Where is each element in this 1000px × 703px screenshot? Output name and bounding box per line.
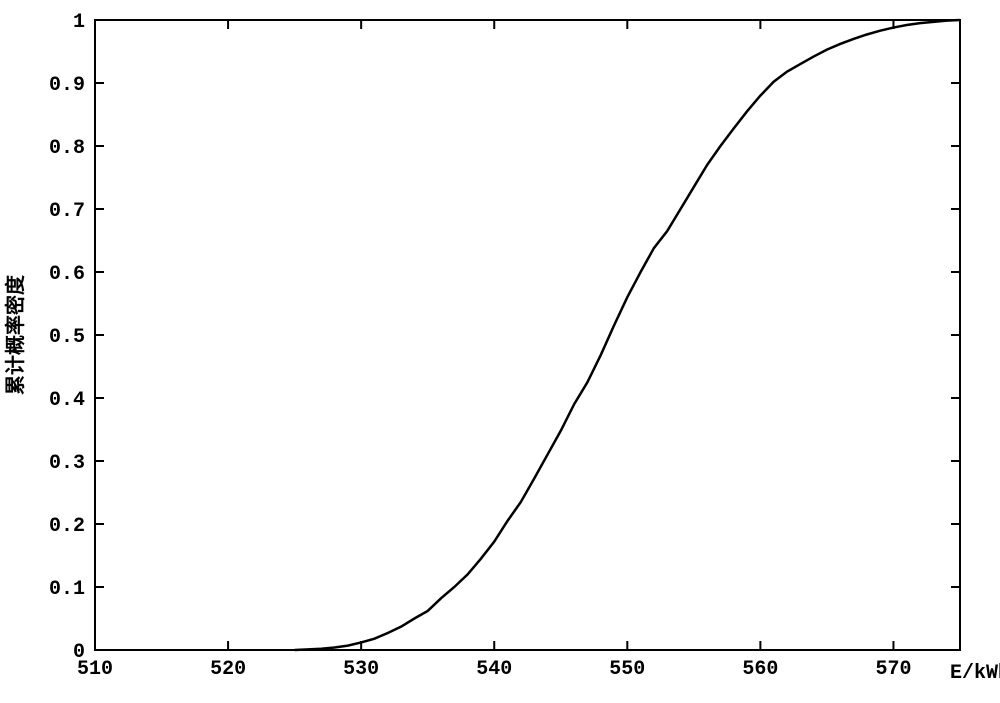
y-axis-label: 累计概率密度 bbox=[3, 274, 27, 395]
y-tick-label: 0.9 bbox=[49, 74, 85, 97]
x-tick-label: 530 bbox=[343, 658, 379, 681]
plot-border bbox=[95, 20, 960, 650]
x-axis-label: E/kWh bbox=[950, 662, 1000, 685]
y-tick-label: 0 bbox=[73, 641, 85, 664]
chart-container: 51052053054055056057000.10.20.30.40.50.6… bbox=[0, 0, 1000, 703]
y-tick-label: 0.3 bbox=[49, 452, 85, 475]
y-tick-label: 1 bbox=[73, 11, 85, 34]
y-tick-label: 0.1 bbox=[49, 578, 85, 601]
y-tick-label: 0.8 bbox=[49, 137, 85, 160]
x-tick-label: 550 bbox=[609, 658, 645, 681]
x-tick-label: 520 bbox=[210, 658, 246, 681]
cdf-curve bbox=[295, 20, 960, 650]
y-tick-label: 0.2 bbox=[49, 515, 85, 538]
cdf-chart: 51052053054055056057000.10.20.30.40.50.6… bbox=[0, 0, 1000, 703]
x-tick-label: 540 bbox=[476, 658, 512, 681]
y-tick-label: 0.7 bbox=[49, 200, 85, 223]
y-tick-label: 0.5 bbox=[49, 326, 85, 349]
y-tick-label: 0.6 bbox=[49, 263, 85, 286]
y-tick-label: 0.4 bbox=[49, 389, 85, 412]
x-tick-label: 570 bbox=[875, 658, 911, 681]
x-tick-label: 560 bbox=[742, 658, 778, 681]
